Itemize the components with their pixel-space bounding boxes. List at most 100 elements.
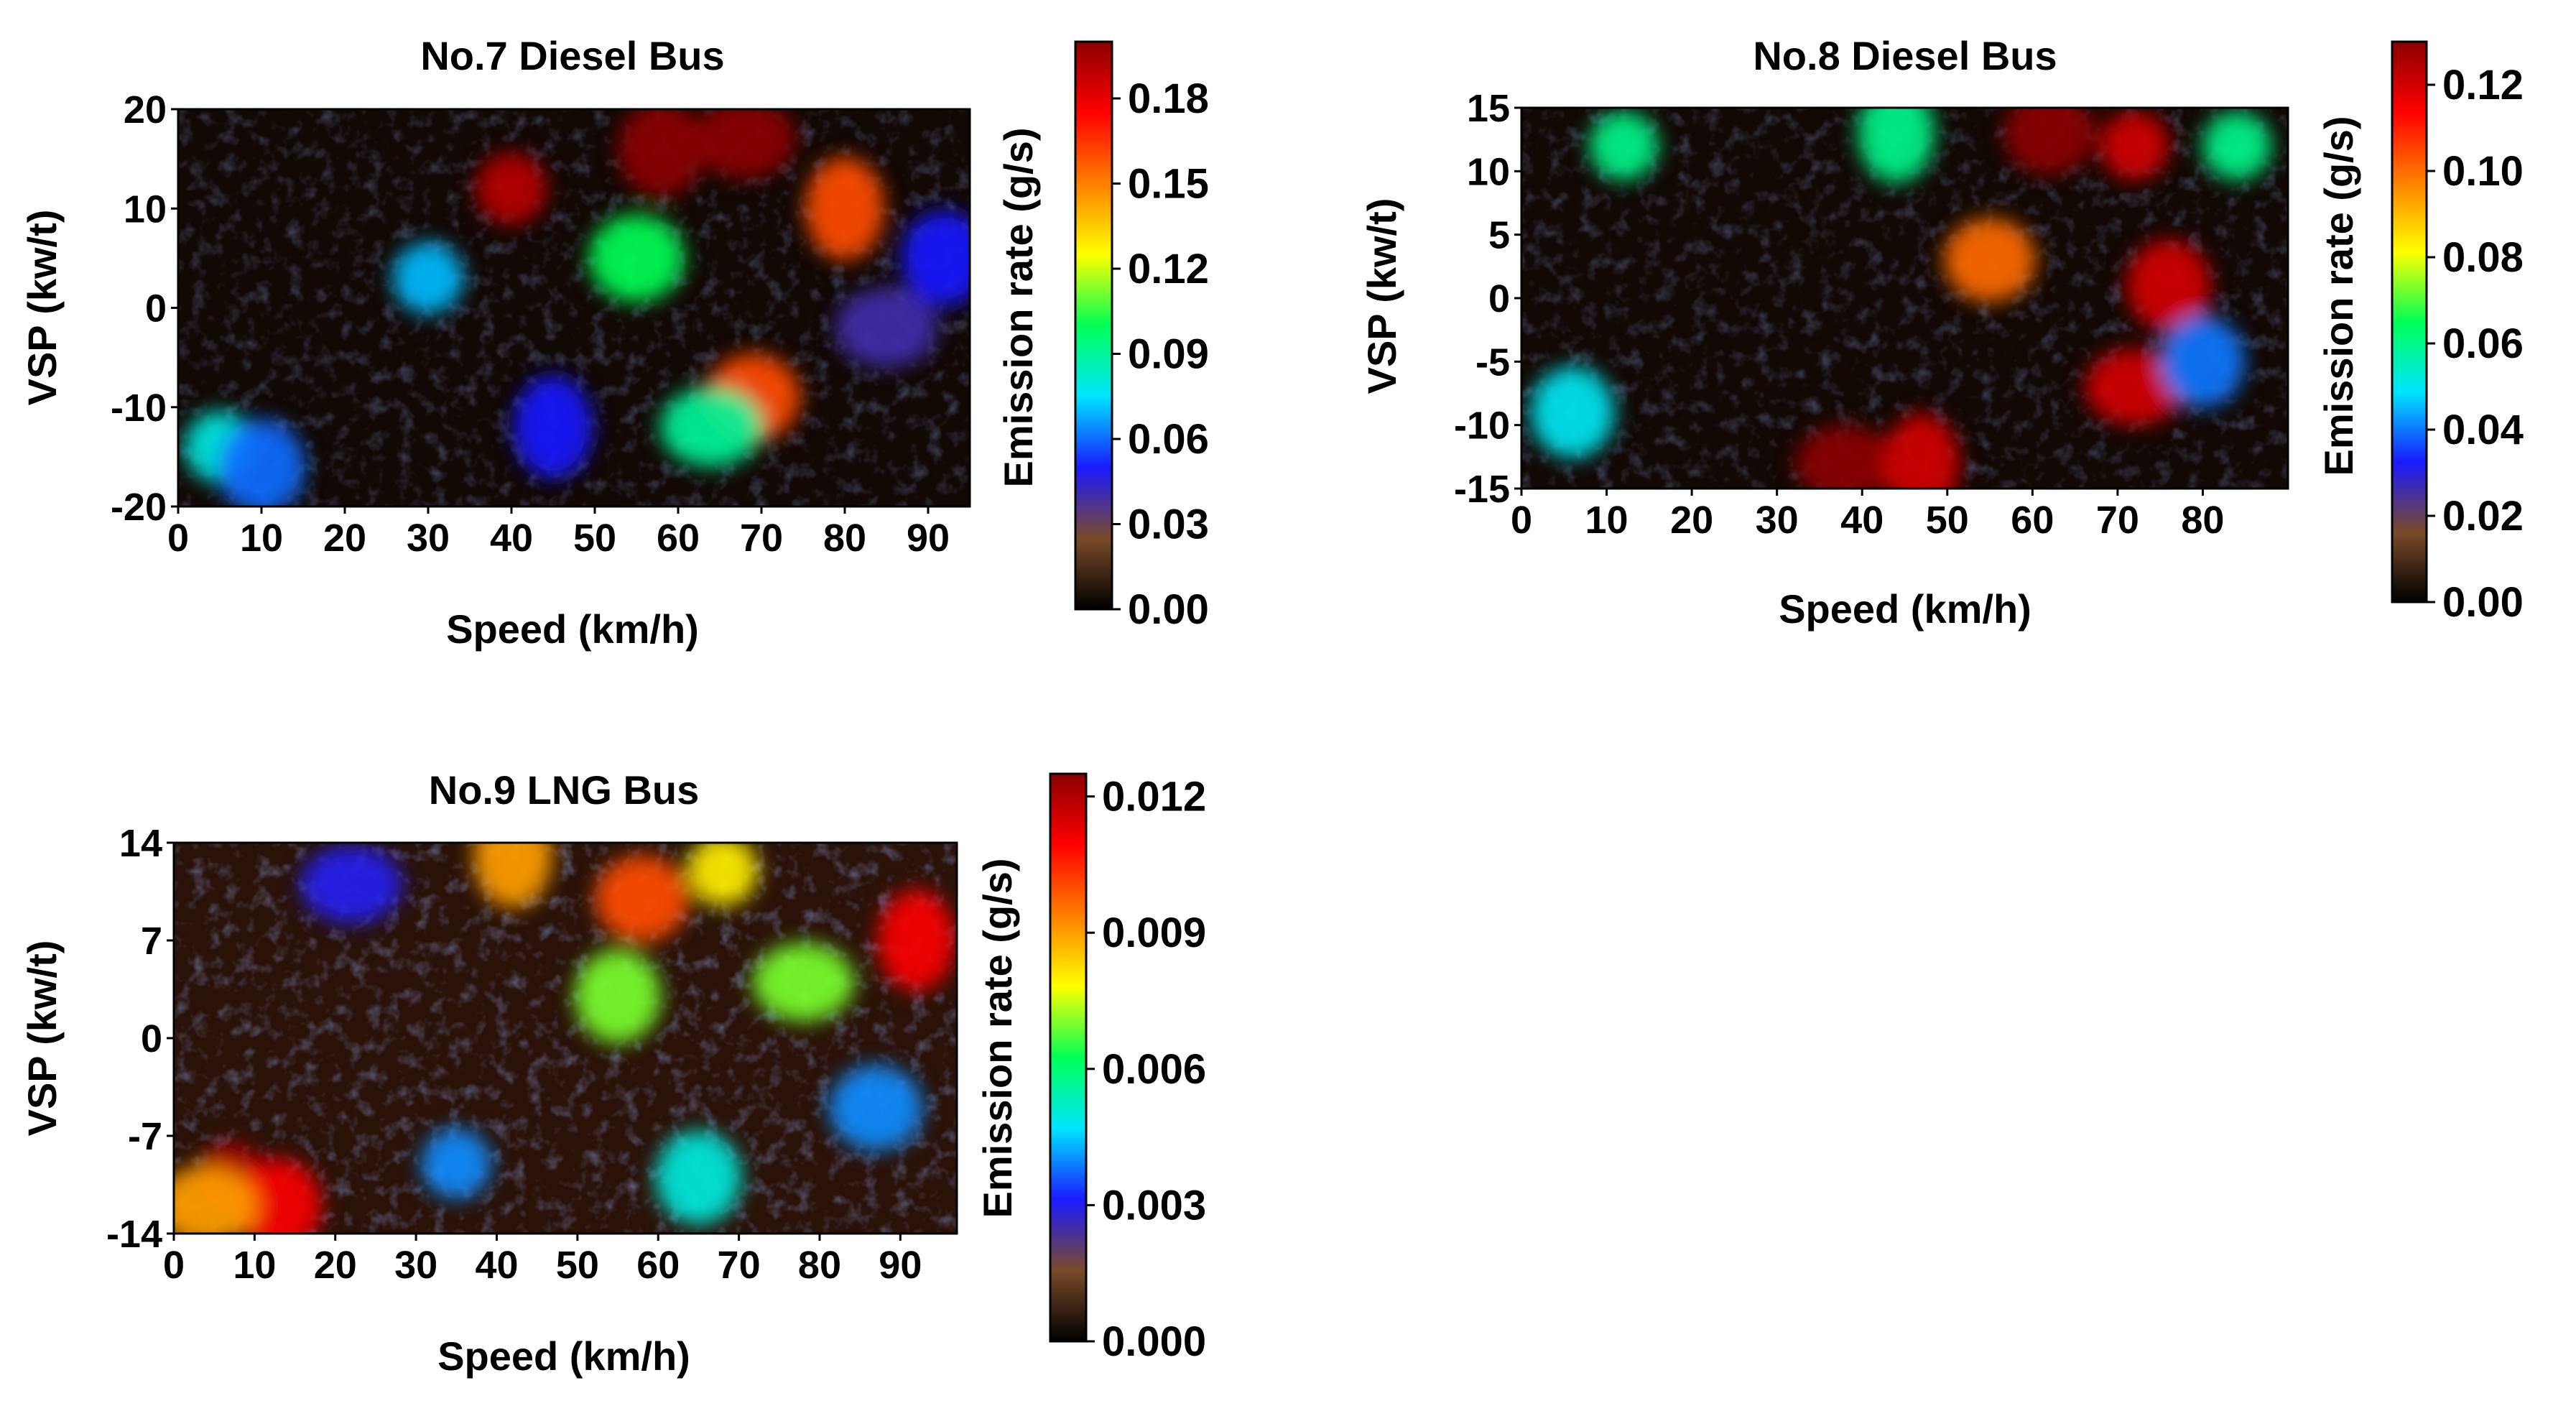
- heatmap-hotspot: [1589, 111, 1659, 180]
- chart-panel-no9: No.9 LNG Bus 0 10 20 30 40 50 60 70 80 90 1470-7-…: [19, 767, 1206, 1379]
- x-tick-label: 20: [314, 1244, 357, 1287]
- colorbar-label: Emission rate (g/s): [975, 858, 1020, 1218]
- y-axis-label: VSP (kw/t): [1359, 198, 1404, 394]
- x-axis-label: Speed (km/h): [446, 606, 699, 652]
- heatmap-hotspot: [693, 109, 797, 179]
- chart-title: No.9 LNG Bus: [429, 767, 699, 813]
- colorbar-tick-label: 0.00: [1128, 586, 1209, 633]
- heatmap-area: [172, 841, 958, 1235]
- x-tick-label: 80: [2181, 499, 2224, 542]
- chart-title: No.8 Diesel Bus: [1753, 33, 2057, 78]
- heatmap-hotspot: [829, 1065, 924, 1151]
- colorbar-tick-label: 0.06: [2442, 320, 2524, 367]
- y-tick-label: 15: [1467, 87, 1510, 130]
- colorbar-tick-label: 0.006: [1102, 1046, 1206, 1093]
- heatmap-hotspot: [575, 949, 661, 1043]
- heatmap-hotspot: [421, 1128, 492, 1199]
- colorbar-tick-label: 0.000: [1102, 1318, 1206, 1365]
- heatmap-hotspot: [805, 157, 885, 261]
- x-tick-label: 0: [167, 517, 189, 560]
- heatmap-hotspot: [2100, 111, 2169, 180]
- heatmap-hotspot: [1883, 413, 1960, 489]
- y-axis: 20 10 0 -10 -20: [111, 88, 178, 529]
- chart-panel-no7: No.7 Diesel Bus 0 10 20 30 40 50 60 70 80 90 20 10…: [19, 33, 1209, 652]
- colorbar-tick-label: 0.003: [1102, 1182, 1206, 1229]
- x-tick-label: 60: [636, 1244, 680, 1287]
- heatmap-hotspot: [392, 242, 464, 314]
- x-axis: 0 10 20 30 40 50 60 70 80 90: [167, 507, 950, 560]
- colorbar: 0.012 0.009 0.006 0.003 0.000: [1049, 772, 1206, 1365]
- heatmap-hotspot: [218, 419, 305, 507]
- colorbar-label: Emission rate (g/s): [2316, 116, 2361, 476]
- x-axis-label: Speed (km/h): [1779, 586, 2031, 632]
- x-tick-label: 30: [407, 517, 450, 560]
- x-tick-label: 70: [2096, 499, 2139, 542]
- y-tick-label: 10: [124, 188, 167, 231]
- heatmap-area: [1520, 106, 2289, 490]
- colorbar-tick-label: 0.04: [2442, 407, 2524, 453]
- colorbar-tick-label: 0.15: [1128, 161, 1209, 208]
- x-axis-label: Speed (km/h): [437, 1333, 690, 1379]
- heatmap-hotspot: [2003, 108, 2096, 175]
- x-tick-label: 60: [2011, 499, 2054, 542]
- heatmap-hotspot: [655, 1131, 742, 1225]
- y-axis-label: VSP (kw/t): [19, 210, 65, 406]
- y-tick-label: 7: [141, 920, 162, 963]
- y-tick-label: 20: [124, 88, 167, 131]
- x-tick-label: 90: [879, 1244, 922, 1287]
- y-tick-label: 5: [1488, 214, 1510, 257]
- x-tick-label: 80: [823, 517, 866, 560]
- heatmap-hotspot: [659, 387, 764, 467]
- x-tick-label: 0: [163, 1244, 185, 1287]
- y-tick-label: -10: [1454, 404, 1510, 448]
- heatmap-hotspot: [174, 1166, 257, 1234]
- heatmap-hotspot: [901, 211, 970, 306]
- colorbar-tick-label: 0.08: [2442, 234, 2524, 281]
- x-tick-label: 40: [475, 1244, 518, 1287]
- y-tick-label: 10: [1467, 150, 1510, 193]
- colorbar-tick-label: 0.03: [1128, 501, 1209, 548]
- y-axis-label: VSP (kw/t): [19, 940, 65, 1137]
- x-tick-label: 40: [490, 517, 533, 560]
- x-tick-label: 20: [1670, 499, 1713, 542]
- heatmap-hotspot: [877, 889, 956, 991]
- x-tick-label: 0: [1511, 499, 1532, 542]
- colorbar-tick-label: 0.009: [1102, 910, 1206, 956]
- x-tick-label: 20: [323, 517, 366, 560]
- colorbar-tick-label: 0.06: [1128, 416, 1209, 463]
- heatmap-area: [177, 108, 971, 508]
- heatmap-hotspot: [2126, 239, 2211, 331]
- heatmap-hotspot: [687, 843, 759, 906]
- heatmap-hotspot: [1795, 425, 1895, 489]
- y-tick-label: -7: [128, 1115, 162, 1158]
- heatmap-hotspot: [1530, 366, 1615, 458]
- x-tick-label: 50: [573, 517, 616, 560]
- colorbar-gradient: [1074, 40, 1113, 611]
- x-tick-label: 10: [233, 1244, 276, 1287]
- x-tick-label: 40: [1840, 499, 1884, 542]
- colorbar-tick-label: 0.09: [1128, 331, 1209, 378]
- x-tick-label: 70: [718, 1244, 761, 1287]
- x-tick-label: 60: [657, 517, 700, 560]
- heatmap-hotspot: [473, 843, 552, 908]
- x-tick-label: 30: [394, 1244, 437, 1287]
- colorbar-tick-label: 0.18: [1128, 75, 1209, 122]
- x-tick-label: 70: [740, 517, 783, 560]
- x-tick-label: 10: [1585, 499, 1628, 542]
- x-tick-label: 80: [798, 1244, 841, 1287]
- x-axis: 0 10 20 30 40 50 60 70 80: [1511, 489, 2224, 542]
- x-tick-label: 50: [556, 1244, 599, 1287]
- heatmap-hotspot: [618, 109, 705, 197]
- y-tick-label: 0: [141, 1017, 162, 1060]
- colorbar-tick-label: 0.12: [1128, 246, 1209, 292]
- heatmap-hotspot: [1944, 218, 2037, 302]
- chart-title: No.7 Diesel Bus: [420, 33, 724, 78]
- heatmap-hotspot: [595, 855, 690, 942]
- y-tick-label: -14: [106, 1213, 162, 1256]
- colorbar: 0.18 0.15 0.12 0.09 0.06 0.03 0.00: [1074, 40, 1209, 633]
- y-tick-label: -20: [111, 486, 167, 529]
- y-tick-label: 0: [1488, 277, 1510, 320]
- x-tick-label: 90: [907, 517, 950, 560]
- colorbar-gradient: [1049, 772, 1088, 1343]
- y-tick-label: -15: [1454, 468, 1510, 511]
